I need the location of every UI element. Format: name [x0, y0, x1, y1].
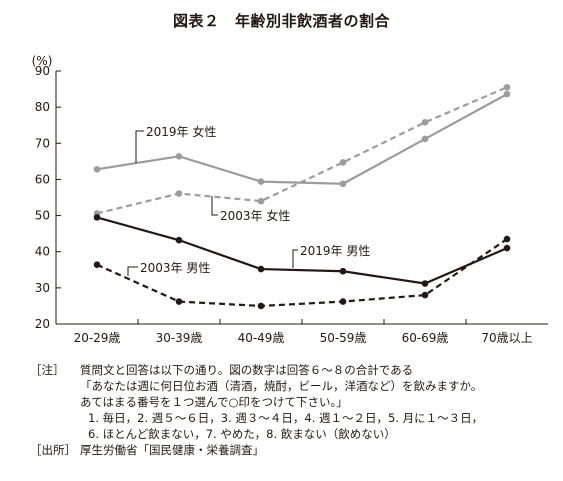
source-row: ［出所］ 厚生労働省「国民健康・栄養調査」: [30, 442, 483, 458]
series-line: [96, 238, 508, 308]
y-tick-label: 70: [35, 136, 50, 150]
data-point: [339, 298, 347, 305]
data-point: [257, 178, 265, 185]
note-key: ［注］: [30, 363, 65, 377]
x-tick-label: 20-29歳: [74, 331, 121, 345]
source-key: ［出所］: [30, 443, 76, 457]
y-tick-label: 30: [35, 281, 50, 295]
data-point: [93, 214, 101, 221]
data-point: [257, 197, 265, 205]
label-leader-line: [135, 130, 144, 163]
y-tick-label: 40: [35, 245, 50, 259]
data-point: [175, 190, 183, 197]
answer-line: 1. 毎日，2. 週５～６日，3. 週３～４日，4. 週１～２日，5. 月に１～…: [88, 411, 484, 425]
y-axis-unit: (%): [32, 54, 53, 68]
series-label: 2003年 女性: [220, 208, 290, 223]
data-point: [421, 280, 429, 287]
line-chart: (%) 20 30 40 50 60 70 80 90 20-29歳 30-39歳 40-49歳 50…: [32, 54, 548, 345]
data-point: [175, 298, 183, 305]
series-line: [96, 86, 508, 215]
series-label: 2003年 男性: [140, 261, 210, 275]
data-point: [421, 135, 429, 143]
axes: 20 30 40 50 60 70 80 90 20-29歳 30-39歳 40-49歳 50-59歳…: [35, 64, 548, 345]
data-point: [93, 261, 101, 269]
note-line: 「あなたは週に何日位お酒（清酒，焼酎，ビール，洋酒など）を飲みますか。: [80, 379, 483, 393]
data-point: [421, 119, 429, 126]
data-point: [503, 235, 511, 243]
data-point: [503, 90, 511, 98]
x-tick-label: 70歳以上: [481, 331, 532, 345]
notes: ［注］ 質問文と回答は以下の通り。図の数字は回答６～８の合計である 「あなたは週…: [30, 362, 483, 458]
y-tick-label: 20: [35, 317, 50, 331]
label-leader-line: [211, 196, 218, 216]
data-point: [503, 83, 511, 91]
y-tick-label: 50: [35, 209, 50, 223]
x-tick-label: 60-69歳: [402, 331, 449, 345]
series-label: 2019年 男性: [300, 244, 370, 258]
answer-line: 6. ほとんど飲まない，7. やめた，8. 飲まない（飲めない）: [88, 427, 396, 441]
data-point: [339, 180, 347, 188]
x-tick-label: 50-59歳: [320, 331, 367, 345]
series-labels: 2019年 女性 2003年 女性 2019年 男性 2003年 男性: [127, 124, 370, 276]
x-tick-label: 40-49歳: [238, 331, 285, 345]
note-row: ［注］ 質問文と回答は以下の通り。図の数字は回答６～８の合計である: [30, 362, 483, 378]
data-point: [421, 291, 429, 299]
data-point: [257, 265, 265, 273]
x-tick-label: 30-39歳: [156, 331, 203, 345]
series-label: 2019年 女性: [146, 124, 216, 139]
chart-title: 図表２ 年齢別非飲酒者の割合: [172, 12, 390, 30]
data-point: [503, 244, 511, 252]
data-point: [175, 236, 183, 244]
source-text: 厚生労働省「国民健康・栄養調査」: [80, 443, 264, 457]
data-point: [93, 166, 101, 173]
data-point: [339, 159, 347, 166]
label-leader-line: [127, 266, 138, 276]
data-point: [257, 302, 265, 310]
note-line: あてはまる番号を１つ選んで○印をつけて下さい。」: [80, 395, 348, 409]
series-line: [96, 216, 508, 285]
data-point: [339, 267, 347, 275]
y-tick-label: 60: [35, 172, 50, 186]
y-tick-label: 90: [35, 64, 50, 78]
data-point: [175, 152, 183, 160]
y-tick-label: 80: [35, 100, 50, 114]
note-line: 質問文と回答は以下の通り。図の数字は回答６～８の合計である: [80, 363, 414, 377]
series-lines: [93, 83, 511, 310]
label-leader-line: [292, 249, 298, 268]
